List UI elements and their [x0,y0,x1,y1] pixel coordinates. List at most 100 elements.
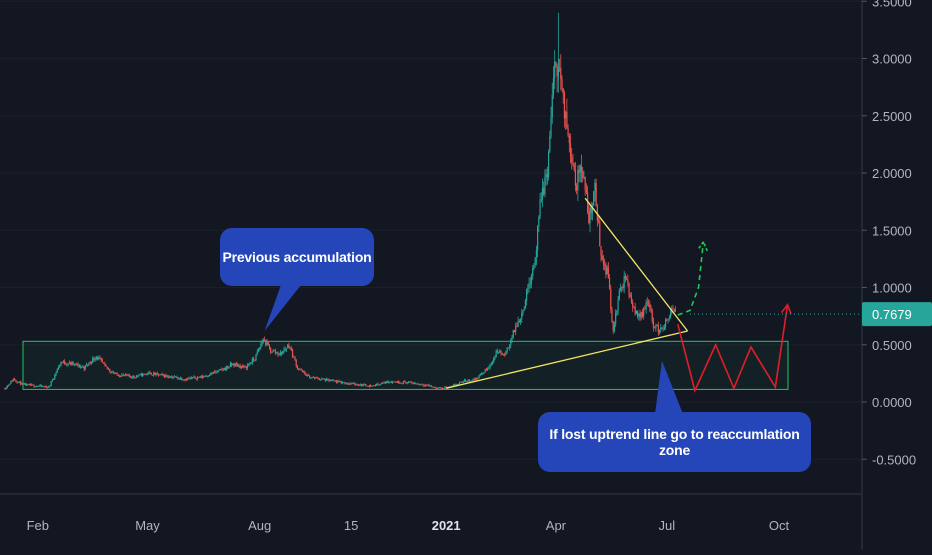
candle-body-520 [638,313,640,317]
candle-body-48 [62,361,64,363]
candle-body-106 [133,375,135,378]
candle-body-92 [116,373,118,375]
candle-body-355 [437,388,439,389]
candle-body-117 [146,373,149,375]
candle-body-109 [137,375,139,377]
candle-body-16 [23,383,25,385]
candle-body-334 [411,382,413,384]
candle-body-548 [672,308,674,310]
candle-body-183 [227,366,229,368]
candle-body-299 [368,385,370,387]
candle-body-184 [228,366,230,368]
candle-body-158 [196,377,199,380]
candle-body-358 [440,387,442,389]
y-tick-label-3: 2.0000 [872,166,912,181]
candle-body-317 [390,382,392,383]
candle-body-461 [566,111,568,129]
candle-body-265 [327,378,329,380]
candle-body-175 [217,370,219,372]
candle-body-243 [300,369,302,371]
candle-body-280 [345,383,347,385]
candle-body-315 [388,382,390,383]
projection-arrowhead-2 [697,240,708,252]
candle-body-370 [455,384,457,386]
candle-body-67 [85,364,88,366]
candle-body-342 [421,384,423,386]
candle-body-236 [291,349,294,357]
trendline-1 [584,197,689,332]
candle-body-137 [171,376,173,378]
candle-body-61 [78,364,80,368]
candle-body-6 [11,380,13,382]
candle-body-531 [651,310,653,322]
candle-body-107 [134,377,136,379]
candle-body-514 [630,296,633,303]
candle-body-310 [382,382,384,384]
candle-body-116 [145,373,147,375]
candle-body-290 [357,384,360,386]
candle-body-78 [99,357,101,359]
candle-body-201 [249,363,251,365]
candle-body-125 [156,373,158,374]
candle-body-210 [260,344,262,348]
annotation-pointer-1 [655,360,683,414]
candle-body-9 [15,380,17,382]
candle-body-330 [406,382,408,384]
candle-body-99 [124,374,127,376]
candle-body-502 [616,310,618,313]
candle-body-458 [562,88,564,94]
candle-body-101 [127,374,129,376]
candle-body-259 [320,379,322,381]
candle-body-391 [480,373,483,375]
candle-body-477 [585,189,587,193]
candle-body-509 [624,276,626,279]
candle-body-410 [504,354,506,356]
candle-body-232 [287,345,289,349]
candle-body-2 [6,385,8,388]
candle-body-298 [367,386,369,388]
candle-body-316 [389,382,391,383]
candle-body-214 [265,340,267,345]
candle-body-141 [176,377,178,378]
candle-body-44 [57,366,60,370]
candle-body-76 [96,356,99,360]
candle-body-512 [628,282,630,295]
candle-body-226 [279,352,281,355]
candle-body-142 [177,377,179,379]
candle-body-38 [50,381,52,386]
candle-body-121 [151,375,153,376]
candle-body-373 [458,382,461,384]
candle-body-394 [484,369,486,373]
candle-body-476 [584,176,586,190]
candle-body-532 [652,321,655,328]
candle-body-20 [28,384,30,386]
candle-body-503 [617,299,619,311]
candle-body-171 [212,371,214,374]
candle-body-63 [81,366,83,368]
candle-body-419 [515,326,517,333]
candle-body-114 [143,373,145,375]
candle-body-62 [79,366,82,368]
candle-body-275 [339,380,341,382]
candle-body-77 [98,357,100,360]
candle-body-320 [394,381,396,383]
candle-body-174 [216,371,218,373]
candle-body-60 [77,364,79,366]
candle-body-536 [657,325,659,333]
candle-body-402 [494,356,496,358]
candle-body-325 [400,382,402,384]
candle-body-100 [126,374,128,376]
candle-body-178 [221,369,223,370]
candle-body-444 [545,174,547,178]
candle-body-154 [192,377,194,379]
candle-body-19 [27,384,29,385]
candle-body-396 [487,368,489,371]
candle-body-240 [296,366,299,369]
candle-body-46 [60,362,62,366]
candle-body-383 [471,380,473,382]
projection-path-3 [677,304,789,393]
candle-body-469 [576,185,578,191]
candle-body-115 [144,373,146,375]
